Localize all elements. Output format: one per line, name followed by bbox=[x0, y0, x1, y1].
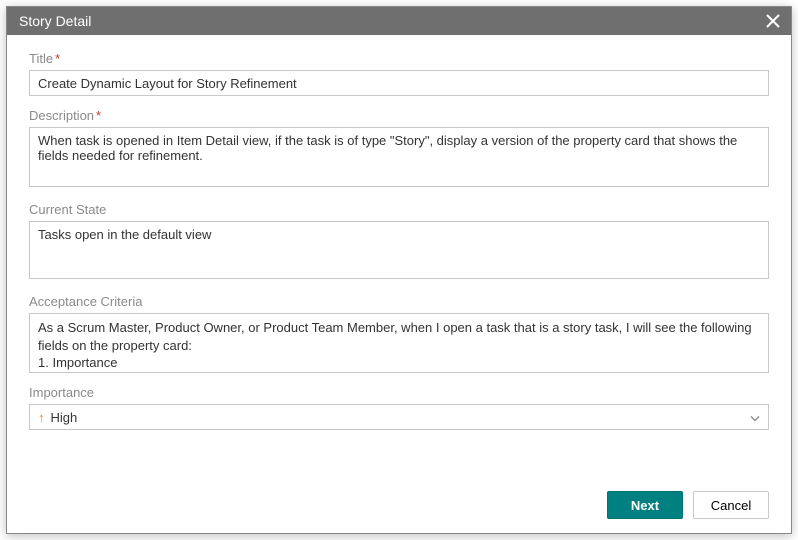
acceptance-criteria-label: Acceptance Criteria bbox=[29, 294, 769, 309]
description-input[interactable] bbox=[29, 127, 769, 187]
footer-spacer bbox=[7, 433, 791, 481]
cancel-button[interactable]: Cancel bbox=[693, 491, 769, 519]
close-icon[interactable] bbox=[763, 11, 783, 31]
field-importance: Importance ↑ High bbox=[29, 385, 769, 430]
title-label: Title* bbox=[29, 51, 769, 66]
current-state-input[interactable] bbox=[29, 221, 769, 279]
field-title: Title* bbox=[29, 51, 769, 96]
field-current-state: Current State bbox=[29, 202, 769, 282]
priority-high-icon: ↑ bbox=[38, 410, 45, 425]
importance-select[interactable]: ↑ High bbox=[29, 404, 769, 430]
importance-label: Importance bbox=[29, 385, 769, 400]
importance-value: High bbox=[51, 410, 78, 425]
modal-title: Story Detail bbox=[19, 13, 763, 29]
acceptance-criteria-input[interactable]: As a Scrum Master, Product Owner, or Pro… bbox=[30, 314, 768, 372]
field-acceptance-criteria: Acceptance Criteria As a Scrum Master, P… bbox=[29, 294, 769, 373]
modal-footer: Next Cancel bbox=[7, 481, 791, 533]
next-button[interactable]: Next bbox=[607, 491, 683, 519]
field-description: Description* bbox=[29, 108, 769, 190]
modal-header: Story Detail bbox=[7, 7, 791, 35]
modal-body: Title* Description* Current State Accept… bbox=[7, 35, 791, 433]
description-label: Description* bbox=[29, 108, 769, 123]
required-mark: * bbox=[55, 51, 60, 66]
required-mark: * bbox=[96, 108, 101, 123]
current-state-label: Current State bbox=[29, 202, 769, 217]
chevron-down-icon bbox=[750, 410, 760, 425]
title-input[interactable] bbox=[29, 70, 769, 96]
acceptance-criteria-wrapper: As a Scrum Master, Product Owner, or Pro… bbox=[29, 313, 769, 373]
title-label-text: Title bbox=[29, 51, 53, 66]
description-label-text: Description bbox=[29, 108, 94, 123]
story-detail-modal: Story Detail Title* Description* Current… bbox=[6, 6, 792, 534]
